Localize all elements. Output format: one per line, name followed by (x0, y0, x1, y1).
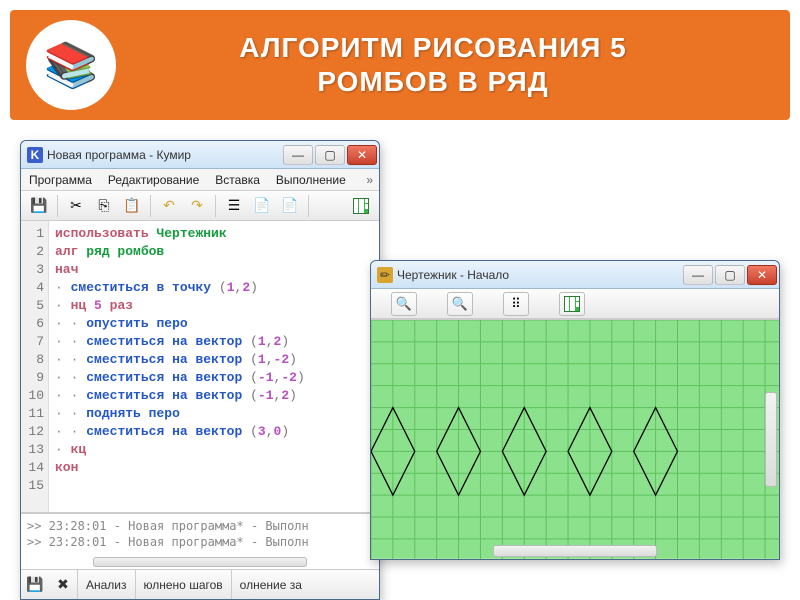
books-icon: 📚 (26, 20, 116, 110)
menu-edit[interactable]: Редактирование (100, 173, 207, 187)
slide-header: 📚 АЛГОРИТМ РИСОВАНИЯ 5 РОМБОВ В РЯД (10, 10, 790, 120)
cut-icon[interactable]: ✂ (64, 194, 88, 218)
slide-title: АЛГОРИТМ РИСОВАНИЯ 5 РОМБОВ В РЯД (116, 31, 790, 98)
editor-title: Новая программа - Кумир (47, 148, 191, 162)
editor-statusbar: 💾 ✖ Анализ юлнено шагов олнение за (21, 569, 379, 599)
minimize-button[interactable]: — (683, 265, 713, 285)
drawer-icon: ✏ (377, 267, 393, 283)
zoom-in-icon[interactable]: 🔍 (391, 292, 417, 316)
redo-icon[interactable]: ↷ (185, 194, 209, 218)
drawer-titlebar[interactable]: ✏ Чертежник - Начало — ▢ ✕ (371, 261, 779, 289)
status-analyze[interactable]: Анализ (77, 570, 135, 599)
console-line: >> 23:28:01 - Новая программа* - Выполн (27, 518, 373, 534)
undo-icon[interactable]: ↶ (157, 194, 181, 218)
maximize-button[interactable]: ▢ (715, 265, 745, 285)
editor-menubar: Программа Редактирование Вставка Выполне… (21, 169, 379, 191)
console-output: >> 23:28:01 - Новая программа* - Выполн … (21, 513, 379, 569)
drawer-title: Чертежник - Начало (397, 268, 509, 282)
status-close-icon[interactable]: ✖ (49, 576, 77, 593)
status-exec: олнение за (231, 570, 310, 599)
doc-icon[interactable]: 📄 (250, 194, 274, 218)
console-scrollbar[interactable] (93, 557, 308, 567)
drawing-canvas (371, 320, 779, 559)
zoom-out-icon[interactable]: 🔍 (447, 292, 473, 316)
status-steps: юлнено шагов (135, 570, 231, 599)
code-area[interactable]: 123456789101112131415 использовать Черте… (21, 221, 379, 513)
editor-titlebar[interactable]: K Новая программа - Кумир — ▢ ✕ (21, 141, 379, 169)
app-icon: K (27, 147, 43, 163)
canvas-hscroll[interactable] (493, 545, 656, 557)
title-line-2: РОМБОВ В РЯД (317, 66, 548, 97)
canvas-vscroll[interactable] (765, 392, 777, 488)
editor-window: K Новая программа - Кумир — ▢ ✕ Программ… (20, 140, 380, 600)
dots-icon[interactable]: ⠿ (503, 292, 529, 316)
status-save-icon[interactable]: 💾 (21, 576, 49, 593)
line-gutter: 123456789101112131415 (21, 221, 49, 512)
menu-program[interactable]: Программа (21, 173, 100, 187)
minimize-button[interactable]: — (283, 145, 313, 165)
grid-toggle-icon[interactable] (559, 292, 585, 316)
title-line-1: АЛГОРИТМ РИСОВАНИЯ 5 (239, 32, 626, 63)
drawer-window: ✏ Чертежник - Начало — ▢ ✕ 🔍 🔍 ⠿ (370, 260, 780, 560)
close-button[interactable]: ✕ (347, 145, 377, 165)
doc2-icon[interactable]: 📄 (278, 194, 302, 218)
canvas-area[interactable] (371, 319, 779, 559)
code-text[interactable]: использовать Чертежник алг ряд ромбов на… (49, 221, 379, 512)
menu-insert[interactable]: Вставка (207, 173, 268, 187)
menu-run[interactable]: Выполнение (268, 173, 354, 187)
console-line: >> 23:28:01 - Новая программа* - Выполн (27, 534, 373, 550)
list-icon[interactable]: ☰ (222, 194, 246, 218)
drawer-toolbar: 🔍 🔍 ⠿ (371, 289, 779, 319)
editor-toolbar: 💾✂⎘📋↶↷☰📄📄 (21, 191, 379, 221)
copy-icon[interactable]: ⎘ (92, 194, 116, 218)
run-grid-icon[interactable] (349, 194, 373, 218)
maximize-button[interactable]: ▢ (315, 145, 345, 165)
menu-overflow-icon[interactable]: » (358, 173, 379, 187)
close-button[interactable]: ✕ (747, 265, 777, 285)
paste-icon[interactable]: 📋 (120, 194, 144, 218)
save-icon[interactable]: 💾 (27, 194, 51, 218)
